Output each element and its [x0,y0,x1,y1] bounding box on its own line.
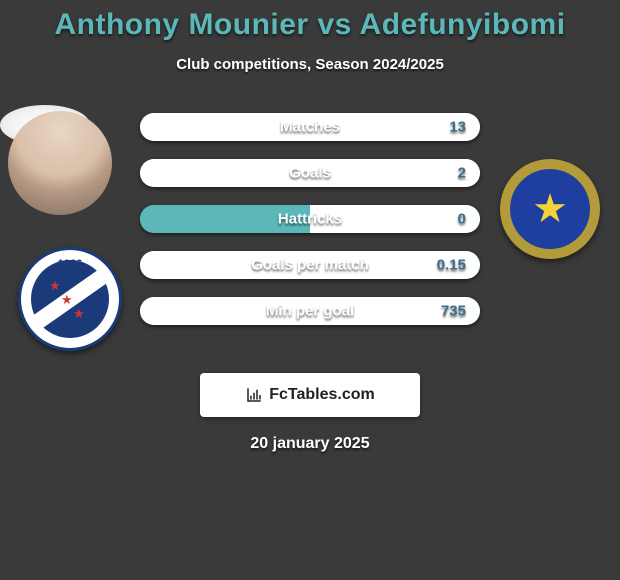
stat-bar: Goals per match 0.15 [140,251,480,279]
stat-bar-value-right: 13 [449,119,466,136]
stat-bar-label: Goals [289,165,331,182]
star-icon: ★ [49,278,61,294]
page-title: Anthony Mounier vs Adefunyibomi [0,0,620,42]
stat-bar-value-right: 735 [441,303,466,320]
player-left-avatar [8,111,112,215]
subtitle: Club competitions, Season 2024/2025 [0,56,620,73]
star-icon: ★ [73,306,85,322]
stat-bar-label: Goals per match [251,257,369,274]
star-icon: ★ [61,292,73,308]
comparison-panel: 1966 ★ ★ ★ ★ Matches 13 Goals 2 Hattricks 0 Go… [0,105,620,365]
source-logo-text: FcTables.com [269,386,375,404]
stat-bar-value-right: 0 [458,211,466,228]
chart-icon [245,386,263,404]
stat-bar-label: Hattricks [278,211,342,228]
star-icon: ★ [532,189,568,229]
stat-bars: Matches 13 Goals 2 Hattricks 0 Goals per match… [140,113,480,343]
club-left-inner: ★ ★ ★ [31,260,109,338]
source-logo: FcTables.com [200,373,420,417]
stat-bar: Matches 13 [140,113,480,141]
stat-bar-value-right: 0.15 [437,257,466,274]
stat-bar-label: Min per goal [266,303,354,320]
stat-bar: Min per goal 735 [140,297,480,325]
stat-bar: Goals 2 [140,159,480,187]
club-left-badge: 1966 ★ ★ ★ [18,247,122,351]
stat-bar-value-right: 2 [458,165,466,182]
club-right-badge: ★ [500,159,600,259]
date-label: 20 january 2025 [0,435,620,453]
stat-bar: Hattricks 0 [140,205,480,233]
stat-bar-label: Matches [280,119,340,136]
club-right-inner: ★ [510,169,590,249]
